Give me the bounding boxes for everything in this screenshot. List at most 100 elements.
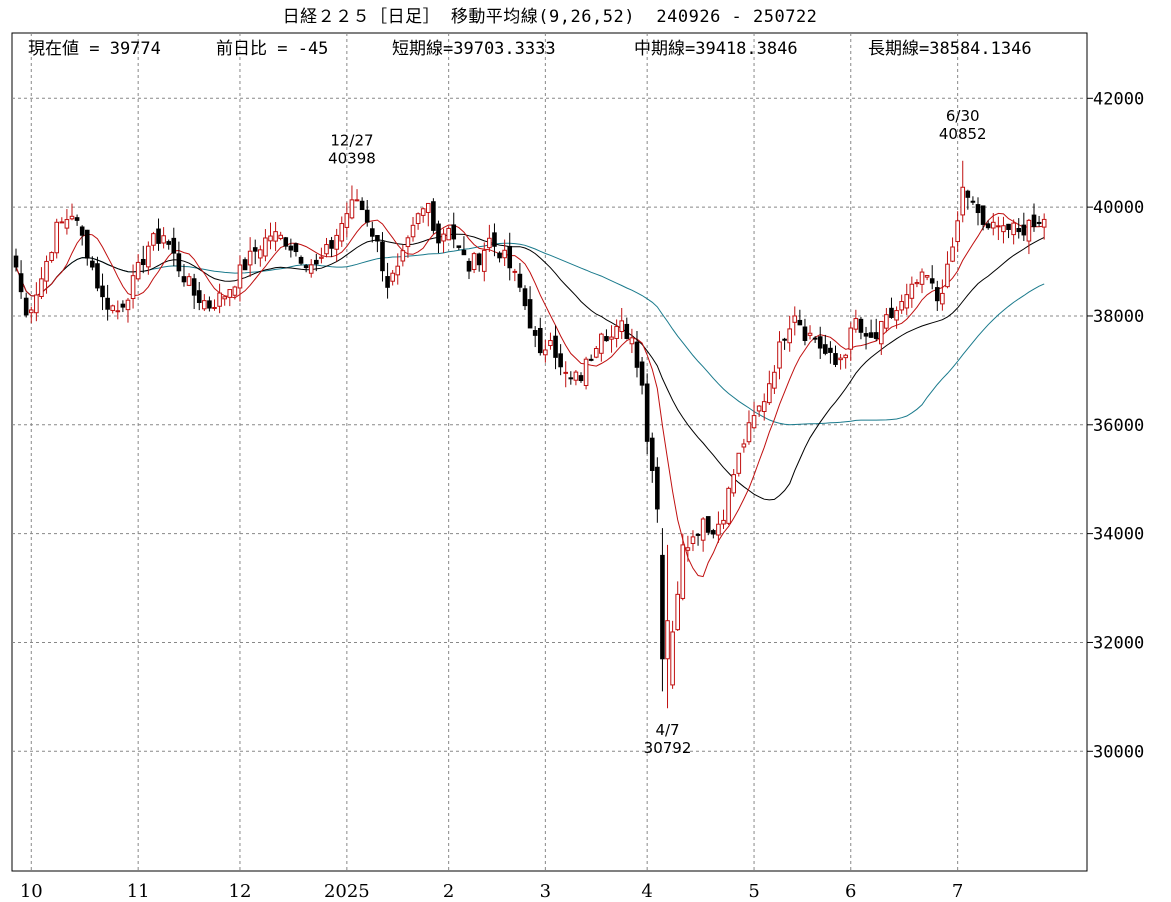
candle-82 bbox=[431, 198, 436, 234]
xtick-label-11: 11 bbox=[127, 881, 150, 902]
y-axis: 30000 32000 34000 36000 38000 40000 42000 bbox=[1087, 89, 1144, 762]
candle-body-112 bbox=[583, 358, 589, 386]
candle-body-198 bbox=[1021, 224, 1027, 236]
candle-body-189 bbox=[975, 204, 981, 214]
candle-body-104 bbox=[543, 349, 548, 356]
candle-151 bbox=[782, 337, 787, 350]
candle-136 bbox=[705, 516, 711, 536]
candle-178 bbox=[919, 268, 925, 294]
candle-body-79 bbox=[415, 213, 421, 224]
candle-body-82 bbox=[431, 201, 436, 231]
candle-body-41 bbox=[222, 296, 227, 300]
candle-170 bbox=[879, 320, 884, 355]
candle-189 bbox=[975, 197, 981, 226]
annotation-date-2: 6/30 bbox=[946, 107, 980, 125]
candle-body-98 bbox=[512, 270, 518, 273]
candle-52 bbox=[278, 231, 283, 241]
candle-body-148 bbox=[767, 383, 772, 404]
candle-body-147 bbox=[761, 401, 767, 412]
candles bbox=[13, 160, 1047, 709]
candle-56 bbox=[298, 255, 304, 266]
candle-body-18 bbox=[105, 297, 110, 310]
candle-72 bbox=[380, 232, 385, 282]
candle-body-174 bbox=[899, 301, 904, 311]
candle-body-36 bbox=[196, 290, 202, 303]
candle-body-80 bbox=[420, 208, 426, 216]
candle-body-115 bbox=[599, 333, 604, 354]
candle-body-101 bbox=[527, 299, 533, 329]
candle-body-21 bbox=[120, 303, 126, 308]
candle-158 bbox=[817, 326, 823, 359]
candle-96 bbox=[502, 239, 507, 266]
candle-body-45 bbox=[242, 259, 248, 271]
candle-174 bbox=[899, 294, 904, 314]
candle-body-127 bbox=[660, 554, 665, 660]
candle-body-62 bbox=[329, 240, 334, 249]
candle-19 bbox=[110, 304, 116, 314]
candle-89 bbox=[466, 258, 472, 280]
candle-157 bbox=[812, 336, 818, 343]
candle-body-16 bbox=[95, 263, 100, 289]
candle-34 bbox=[186, 273, 192, 287]
candle-body-69 bbox=[364, 209, 370, 223]
candle-body-175 bbox=[904, 294, 910, 309]
candle-31 bbox=[171, 227, 177, 267]
candle-47 bbox=[252, 239, 258, 265]
candle-body-35 bbox=[191, 278, 197, 296]
candle-194 bbox=[1001, 216, 1006, 244]
candle-body-15 bbox=[90, 260, 95, 268]
candle-body-177 bbox=[914, 282, 920, 285]
candle-135 bbox=[700, 517, 706, 552]
candle-17 bbox=[100, 273, 105, 311]
ytick-label-40000: 40000 bbox=[1093, 198, 1144, 218]
candle-97 bbox=[507, 232, 513, 281]
candle-163 bbox=[843, 353, 848, 369]
ytick-label-42000: 42000 bbox=[1093, 89, 1144, 109]
candle-45 bbox=[242, 257, 248, 271]
ytick-label-38000: 38000 bbox=[1093, 307, 1144, 327]
candle-body-125 bbox=[649, 437, 655, 471]
ma-mid-line bbox=[15, 233, 1045, 501]
candle-body-106 bbox=[553, 335, 558, 358]
candle-59 bbox=[314, 253, 319, 272]
candle-body-102 bbox=[532, 330, 538, 336]
candle-122 bbox=[634, 331, 640, 378]
candle-body-184 bbox=[950, 246, 955, 262]
candle-body-81 bbox=[425, 202, 431, 213]
candle-body-7 bbox=[49, 252, 54, 261]
candle-131 bbox=[680, 533, 686, 601]
candle-body-54 bbox=[288, 245, 294, 251]
candle-109 bbox=[568, 371, 574, 385]
moving-average-lines bbox=[15, 212, 1045, 578]
candle-body-145 bbox=[751, 415, 757, 429]
candle-55 bbox=[293, 242, 299, 257]
candle-body-158 bbox=[817, 336, 823, 349]
candle-body-195 bbox=[1006, 223, 1011, 230]
candle-body-178 bbox=[919, 271, 925, 285]
candle-body-55 bbox=[293, 243, 299, 253]
candle-body-61 bbox=[324, 244, 329, 255]
candle-body-32 bbox=[176, 253, 182, 272]
candle-body-67 bbox=[354, 199, 360, 202]
candle-177 bbox=[914, 279, 920, 288]
candle-202 bbox=[1041, 213, 1047, 240]
candle-body-9 bbox=[59, 221, 65, 224]
candle-body-72 bbox=[380, 241, 385, 272]
candle-49 bbox=[263, 229, 268, 262]
candle-body-50 bbox=[268, 235, 273, 242]
candle-body-196 bbox=[1011, 222, 1016, 236]
candle-32 bbox=[176, 241, 182, 278]
candle-146 bbox=[756, 405, 762, 417]
candle-body-107 bbox=[558, 353, 563, 368]
candle-71 bbox=[375, 235, 380, 253]
candle-54 bbox=[288, 238, 294, 258]
candle-body-53 bbox=[283, 237, 289, 247]
candle-12 bbox=[74, 214, 80, 226]
candle-201 bbox=[1036, 215, 1042, 227]
stat-3: 中期線=39418.3846 bbox=[634, 39, 798, 59]
candle-body-87 bbox=[456, 245, 462, 248]
candle-60 bbox=[319, 247, 324, 264]
candle-body-4 bbox=[34, 294, 39, 314]
candle-79 bbox=[415, 212, 421, 230]
candle-74 bbox=[390, 269, 395, 286]
